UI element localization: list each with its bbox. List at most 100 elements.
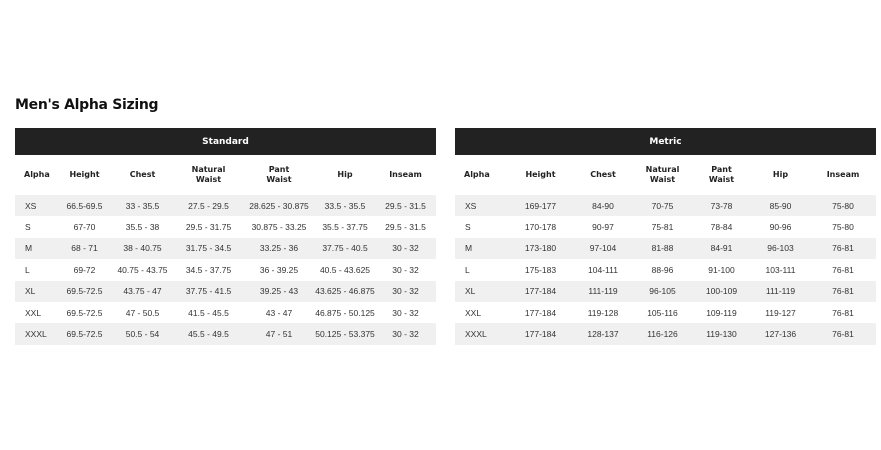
table-cell: 84-91 [692, 237, 751, 260]
table-cell: 78-84 [710, 222, 733, 233]
table-cell: 47 - 50.5 [125, 307, 160, 318]
table-cell: 33.25 - 36 [243, 237, 315, 260]
table-cell: 67-70 [73, 222, 96, 233]
table-cell: XXL [25, 307, 42, 318]
table-cell: 45.5 - 49.5 [174, 323, 243, 345]
table-cell: L [465, 264, 470, 275]
table-cell: 30 - 32 [375, 280, 436, 302]
column-header: Pant Waist [708, 165, 735, 184]
table-cell: 30 - 32 [392, 307, 419, 318]
table-cell: 91-100 [708, 264, 735, 275]
table-cell: 75-80 [810, 195, 876, 217]
table-cell: XS [455, 195, 508, 217]
table-cell: 69.5-72.5 [66, 307, 103, 318]
column-header: Inseam [389, 170, 422, 179]
table-cell: 84-90 [573, 195, 633, 217]
table-row: XXL 69.5-72.5 47 - 50.5 41.5 - 45.5 43 - 47 4… [15, 302, 436, 323]
table-cell: M [455, 237, 508, 260]
table-row: M 173-180 97-104 81-88 84-91 96-103 76-81 [455, 237, 876, 260]
table-cell: 96-103 [751, 237, 810, 260]
table-cell: 177-184 [508, 323, 573, 345]
table-cell: 127-136 [751, 323, 810, 345]
standard-table: Alpha Height Chest Natural Waist Pant Waist H… [15, 155, 436, 345]
table-cell: 39.25 - 43 [243, 280, 315, 302]
table-cell: 36 - 39.25 [259, 264, 299, 275]
table-cell: 73-78 [692, 195, 751, 217]
table-cell: 85-90 [751, 195, 810, 217]
column-header: Height [525, 170, 556, 179]
standard-size-table: Standard Alpha Height Chest Natural Waist Pa… [15, 128, 436, 345]
table-cell: 40.5 - 43.625 [319, 264, 371, 275]
table-cell: 30 - 32 [375, 237, 436, 260]
table-cell: 177-184 [524, 307, 557, 318]
column-header: Inseam [826, 170, 860, 179]
table-row: XL 69.5-72.5 43.75 - 47 37.75 - 41.5 39.25 -… [15, 280, 436, 302]
table-cell: 169-177 [508, 195, 573, 217]
table-cell: XL [455, 280, 508, 302]
table-cell: 81-88 [633, 237, 692, 260]
table-cell: 103-111 [765, 264, 796, 275]
table-cell: L [25, 264, 30, 275]
table-cell: 37.75 - 40.5 [315, 237, 375, 260]
table-cell: 29.5 - 31.75 [185, 222, 232, 233]
table-cell: 40.75 - 43.75 [117, 264, 168, 275]
table-cell: 119-130 [692, 323, 751, 345]
table-cell: 69.5-72.5 [58, 323, 111, 345]
column-header: Alpha [464, 170, 490, 179]
table-cell: 70-75 [633, 195, 692, 217]
table-cell: 27.5 - 29.5 [174, 195, 243, 217]
column-header: Pant Waist [266, 165, 292, 184]
table-cell: 177-184 [508, 280, 573, 302]
column-header: Natural Waist [191, 165, 226, 184]
page-title: Men's Alpha Sizing [15, 97, 159, 113]
table-cell: 31.75 - 34.5 [174, 237, 243, 260]
column-headers: Alpha Height Chest Natural Waist Pant Waist H… [455, 155, 876, 195]
table-cell: 50.125 - 53.375 [315, 323, 375, 345]
table-cell: S [25, 222, 31, 233]
table-cell: 69.5-72.5 [58, 280, 111, 302]
table-cell: 43.625 - 46.875 [315, 280, 375, 302]
table-cell: 41.5 - 45.5 [188, 307, 229, 318]
table-cell: 66.5-69.5 [58, 195, 111, 217]
table-cell: 29.5 - 31.5 [385, 222, 426, 233]
table-cell: M [15, 237, 58, 260]
table-cell: 128-137 [573, 323, 633, 345]
table-cell: 47 - 51 [243, 323, 315, 345]
table-cell: XXL [465, 307, 482, 318]
table-cell: 35.5 - 37.75 [322, 222, 368, 233]
table-cell: 69-72 [73, 264, 96, 275]
column-header: Chest [129, 170, 156, 179]
table-cell: S [465, 222, 471, 233]
table-cell: 35.5 - 38 [125, 222, 160, 233]
table-row: XXXL 69.5-72.5 50.5 - 54 45.5 - 49.5 47 - 51… [15, 323, 436, 345]
table-cell: 33.5 - 35.5 [315, 195, 375, 217]
table-cell: 43.75 - 47 [111, 280, 174, 302]
table-cell: 29.5 - 31.5 [375, 195, 436, 217]
table-cell: 38 - 40.75 [111, 237, 174, 260]
table-row: M 68 - 71 38 - 40.75 31.75 - 34.5 33.25 - 36… [15, 237, 436, 260]
table-cell: 46.875 - 50.125 [315, 307, 375, 318]
table-cell: 30 - 32 [375, 323, 436, 345]
table-cell: 100-109 [692, 280, 751, 302]
table-cell: XXXL [455, 323, 508, 345]
table-cell: 170-178 [524, 222, 557, 233]
table-cell: 175-183 [524, 264, 557, 275]
table-row: XL 177-184 111-119 96-105 100-109 111-119 76-8… [455, 280, 876, 302]
metric-size-table: Metric Alpha Height Chest Natural Waist Pant… [455, 128, 876, 345]
table-cell: XL [15, 280, 58, 302]
column-headers: Alpha Height Chest Natural Waist Pant Waist H… [15, 155, 436, 195]
table-cell: 68 - 71 [58, 237, 111, 260]
table-cell: 109-119 [706, 307, 737, 318]
table-body: XS 66.5-69.5 33 - 35.5 27.5 - 29.5 28.625 - … [15, 195, 436, 345]
table-row: XXL 177-184 119-128 105-116 109-119 119-127 76… [455, 302, 876, 323]
column-header: Natural Waist [645, 165, 680, 184]
table-row: S 170-178 90-97 75-81 78-84 90-96 75-80 [455, 216, 876, 237]
table-cell: 90-96 [769, 222, 792, 233]
table-cell: XXXL [15, 323, 58, 345]
table-cell: 88-96 [651, 264, 674, 275]
column-header: Chest [590, 170, 616, 179]
table-cell: 43 - 47 [265, 307, 293, 318]
table-cell: 76-81 [810, 237, 876, 260]
table-cell: 76-81 [810, 323, 876, 345]
table-cell: 33 - 35.5 [111, 195, 174, 217]
